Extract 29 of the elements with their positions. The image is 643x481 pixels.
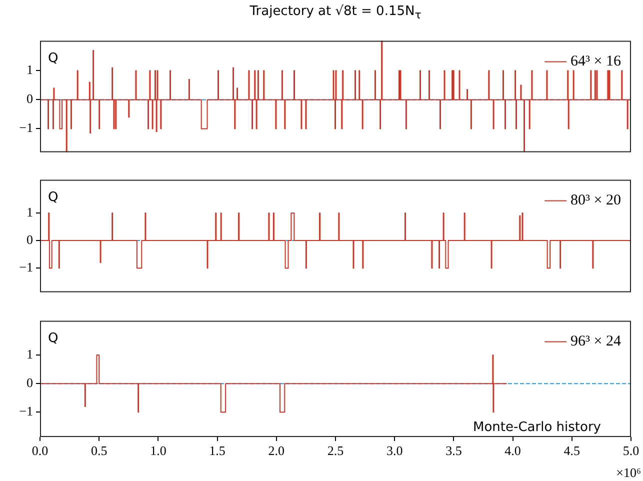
y-tick-label: −1 <box>19 120 33 136</box>
y-tick-label: 0 <box>26 375 33 390</box>
x-tick-label: 0.5 <box>90 443 108 458</box>
legend-label: 80³ × 20 <box>570 192 622 209</box>
x-tick-label: 1.0 <box>150 443 166 458</box>
y-tick-label: −1 <box>19 260 33 275</box>
y-tick-label: 1 <box>26 346 33 362</box>
x-axis-title: Monte-Carlo history <box>473 420 602 435</box>
legend-label: 64³ × 16 <box>570 54 622 70</box>
y-tick-label: 1 <box>26 62 33 78</box>
x-tick-label: 3.5 <box>446 443 462 458</box>
x-tick-label: 4.0 <box>504 443 521 458</box>
x-tick-label: 3.0 <box>386 443 403 458</box>
text: ×10⁶ <box>616 464 641 480</box>
y-axis-title: Q <box>48 50 58 66</box>
chart-title: Trajectory at √8t = 0.15N$_{τ}$ <box>248 4 422 22</box>
y-tick-label: −1 <box>19 404 33 419</box>
x-tick-label: 5.0 <box>622 443 640 458</box>
x-tick-label: 4.5 <box>564 443 580 458</box>
x-tick-label: 2.5 <box>327 443 344 458</box>
y-axis-title: Q <box>48 330 58 346</box>
x-tick-label: 0.0 <box>32 443 48 458</box>
legend-label: 96³ × 24 <box>570 334 622 350</box>
y-axis-title: Q <box>48 190 58 205</box>
x-tick-label: 2.0 <box>268 443 285 458</box>
y-tick-label: 1 <box>26 204 33 220</box>
x-tick-label: 1.5 <box>209 443 226 458</box>
y-tick-label: 0 <box>26 91 33 106</box>
y-tick-label: 0 <box>26 232 33 247</box>
